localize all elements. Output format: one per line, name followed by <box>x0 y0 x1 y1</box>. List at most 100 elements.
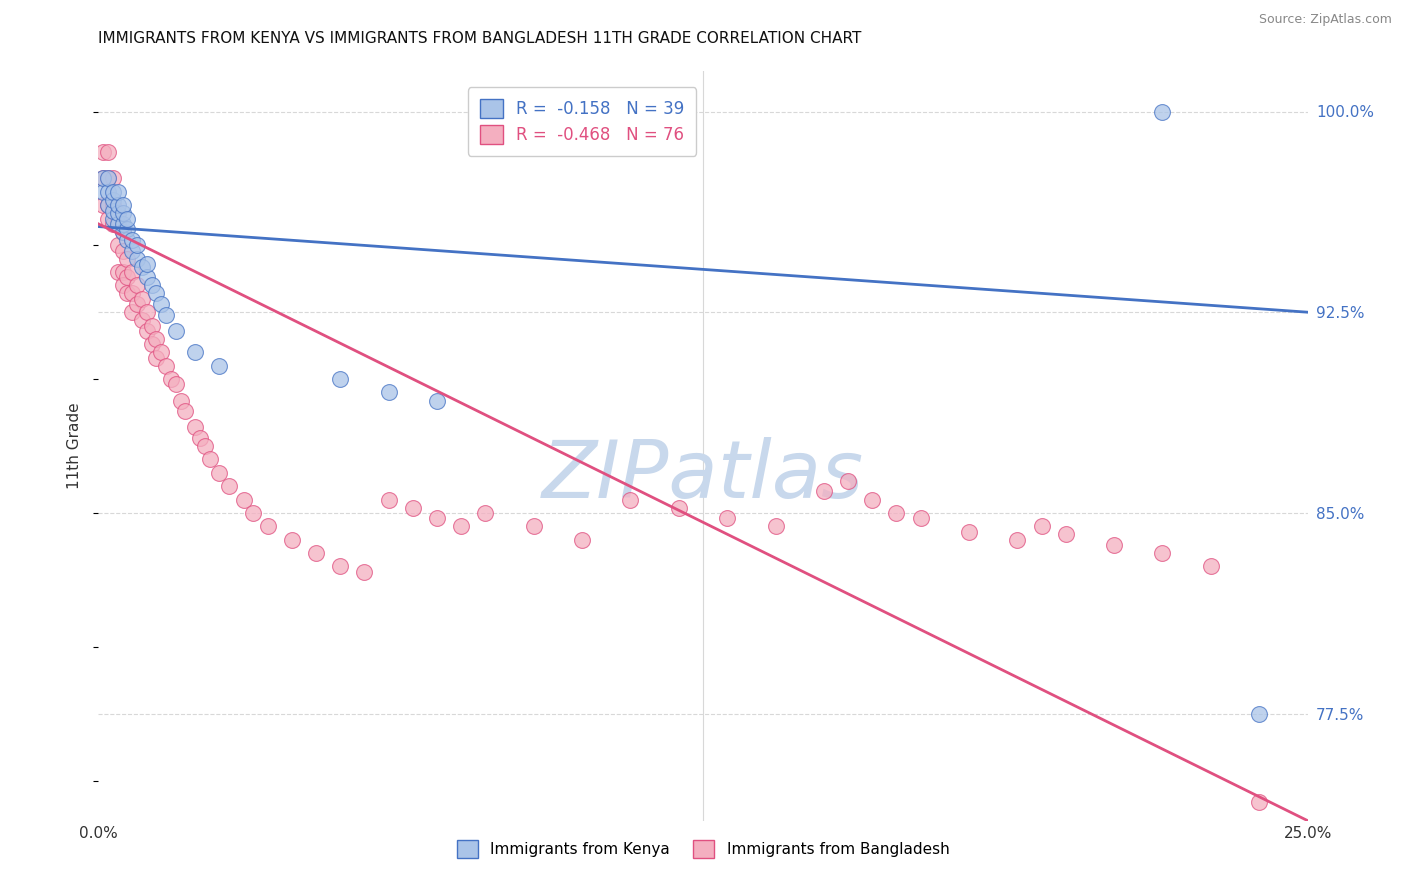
Point <box>353 565 375 579</box>
Point <box>111 225 134 239</box>
Point <box>135 257 157 271</box>
Point <box>121 286 143 301</box>
Point <box>377 385 399 400</box>
Point <box>765 519 787 533</box>
Point <box>329 559 352 574</box>
Point <box>145 351 167 365</box>
Point <box>117 233 139 247</box>
Point <box>184 345 207 359</box>
Legend: Immigrants from Kenya, Immigrants from Bangladesh: Immigrants from Kenya, Immigrants from B… <box>449 832 957 865</box>
Point <box>1152 546 1174 560</box>
Point <box>402 500 425 515</box>
Point <box>141 318 163 333</box>
Point <box>141 337 163 351</box>
Point <box>198 452 221 467</box>
Point <box>135 305 157 319</box>
Point <box>426 511 449 525</box>
Point <box>107 206 129 220</box>
Point <box>1249 795 1271 809</box>
Point <box>474 506 496 520</box>
Point <box>281 533 304 547</box>
Point <box>101 203 124 218</box>
Point <box>184 420 207 434</box>
Point <box>523 519 546 533</box>
Point <box>91 185 114 199</box>
Point <box>107 238 129 252</box>
Point <box>256 519 278 533</box>
Point <box>97 171 120 186</box>
Point <box>1007 533 1029 547</box>
Point <box>111 278 134 293</box>
Point <box>91 198 114 212</box>
Y-axis label: 11th Grade: 11th Grade <box>67 402 83 490</box>
Point <box>450 519 472 533</box>
Point <box>160 372 183 386</box>
Point <box>101 198 124 212</box>
Point <box>121 265 143 279</box>
Point <box>97 198 120 212</box>
Point <box>150 297 173 311</box>
Point <box>107 185 129 199</box>
Point <box>117 211 139 226</box>
Point <box>91 145 114 159</box>
Text: ZIPatlas: ZIPatlas <box>541 437 865 515</box>
Point <box>716 511 738 525</box>
Point <box>131 313 153 327</box>
Point <box>145 286 167 301</box>
Point <box>127 278 149 293</box>
Point <box>111 206 134 220</box>
Point <box>121 233 143 247</box>
Point <box>619 492 641 507</box>
Point <box>97 145 120 159</box>
Point <box>127 297 149 311</box>
Point <box>91 171 114 186</box>
Point <box>117 252 139 266</box>
Point <box>135 270 157 285</box>
Point <box>305 546 328 560</box>
Point <box>150 345 173 359</box>
Point <box>97 198 120 212</box>
Point <box>91 171 114 186</box>
Point <box>188 431 211 445</box>
Point <box>377 492 399 507</box>
Point <box>1054 527 1077 541</box>
Point <box>131 292 153 306</box>
Point <box>194 439 217 453</box>
Text: IMMIGRANTS FROM KENYA VS IMMIGRANTS FROM BANGLADESH 11TH GRADE CORRELATION CHART: IMMIGRANTS FROM KENYA VS IMMIGRANTS FROM… <box>98 31 862 46</box>
Point <box>111 198 134 212</box>
Point <box>117 222 139 236</box>
Point <box>111 244 134 258</box>
Point <box>837 474 859 488</box>
Point <box>97 211 120 226</box>
Point <box>111 265 134 279</box>
Point <box>107 198 129 212</box>
Point <box>813 484 835 499</box>
Point <box>165 324 187 338</box>
Point <box>101 217 124 231</box>
Point <box>121 244 143 258</box>
Point <box>329 372 352 386</box>
Point <box>218 479 240 493</box>
Point <box>232 492 254 507</box>
Point <box>1152 104 1174 119</box>
Point <box>860 492 883 507</box>
Point <box>111 217 134 231</box>
Point <box>101 171 124 186</box>
Point <box>957 524 980 539</box>
Point <box>101 211 124 226</box>
Point <box>131 260 153 274</box>
Point <box>1199 559 1222 574</box>
Point <box>208 359 231 373</box>
Point <box>169 393 191 408</box>
Point <box>242 506 264 520</box>
Point <box>127 238 149 252</box>
Point <box>426 393 449 408</box>
Point <box>208 466 231 480</box>
Point <box>141 278 163 293</box>
Point <box>1031 519 1053 533</box>
Point <box>155 359 177 373</box>
Point <box>101 193 124 207</box>
Point <box>117 286 139 301</box>
Point <box>886 506 908 520</box>
Point <box>1249 706 1271 721</box>
